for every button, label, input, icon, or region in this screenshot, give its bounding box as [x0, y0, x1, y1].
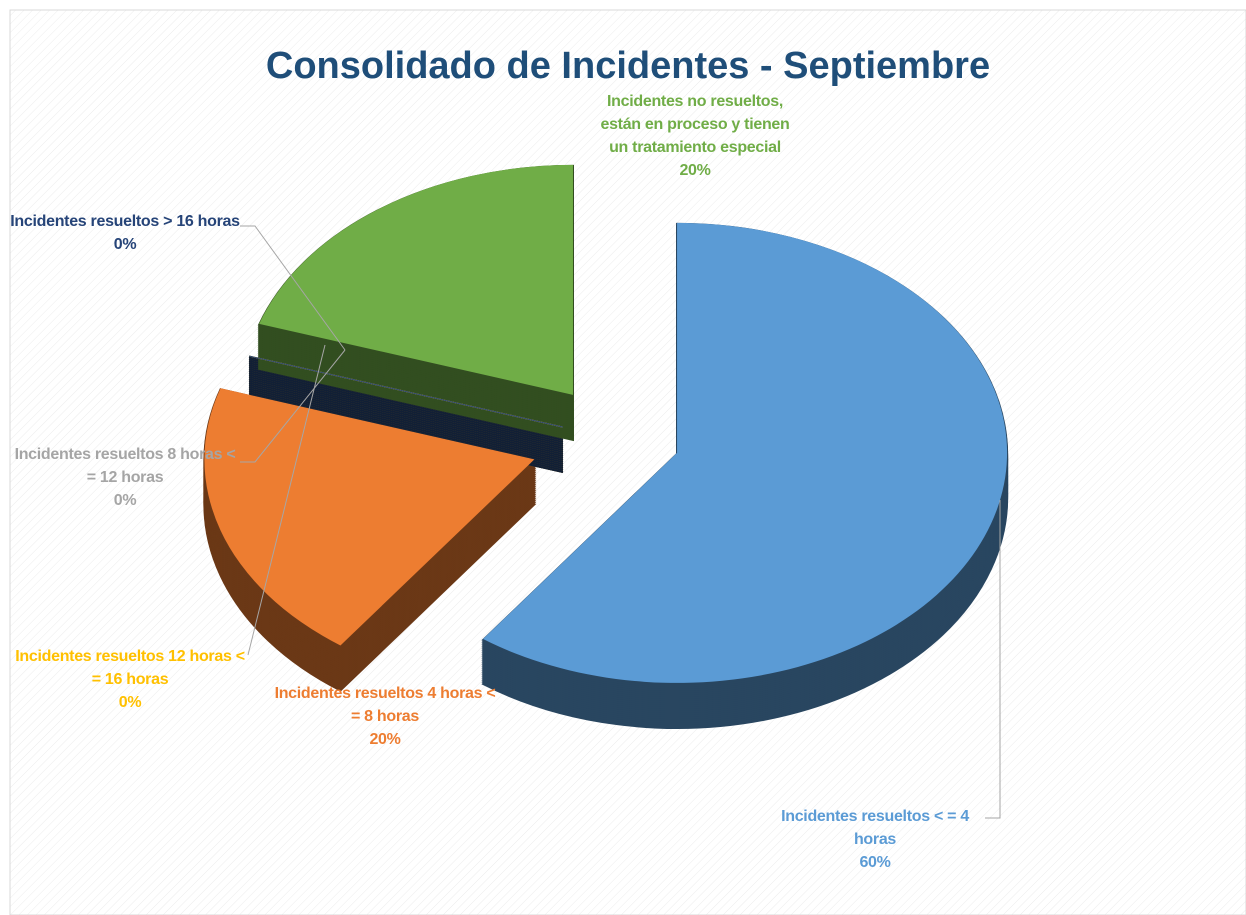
value-label: 20%: [679, 162, 711, 179]
category-label: Incidentes resueltos > 16 horas: [10, 213, 240, 230]
category-label: Incidentes resueltos 12 horas < = 16 hor…: [15, 648, 245, 688]
chart-title: Consolidado de Incidentes - Septiembre: [266, 45, 990, 87]
slice-side-layer: [248, 374, 564, 448]
data-label: Incidentes resueltos 8 horas < = 12 hora…: [10, 443, 240, 512]
value-label: 0%: [113, 236, 137, 253]
slice-side-layer: [248, 390, 564, 464]
slice-side-layer: [248, 392, 564, 466]
data-label: Incidentes resueltos < = 4 horas 60%: [760, 805, 990, 874]
slice-side-layer: [248, 376, 564, 450]
leader-line: [985, 500, 1001, 819]
slice: [204, 388, 535, 646]
value-label: 0%: [113, 492, 137, 509]
slice-side-layer: [248, 384, 564, 458]
slice-side-layer: [248, 380, 564, 454]
value-label: 60%: [859, 854, 891, 871]
slice: [248, 355, 564, 428]
data-label: Incidentes no resueltos, están en proces…: [595, 90, 795, 182]
leader-line: [240, 225, 346, 351]
slice-side-layer: [248, 378, 564, 452]
slice-side-layer: [248, 386, 564, 460]
slice-side-layer: [248, 370, 564, 444]
data-label: Incidentes resueltos 4 horas < = 8 horas…: [270, 682, 500, 751]
slice-side-layer: [248, 368, 564, 442]
data-label: Incidentes resueltos 12 horas < = 16 hor…: [15, 645, 245, 714]
category-label: Incidentes resueltos 4 horas < = 8 horas: [274, 685, 496, 725]
category-label: Incidentes resueltos 8 horas < = 12 hora…: [14, 446, 236, 486]
slice-side-layer: [248, 382, 564, 456]
data-label: Incidentes resueltos > 16 horas 0%: [10, 210, 240, 256]
slice-side-layer: [248, 388, 564, 462]
slice: [259, 164, 573, 395]
value-label: 0%: [118, 694, 142, 711]
category-label: Incidentes resueltos < = 4 horas: [781, 808, 969, 848]
leader-line: [247, 344, 326, 656]
slice-side-layer: [248, 372, 564, 446]
category-label: Incidentes no resueltos, están en proces…: [600, 93, 790, 156]
value-label: 20%: [369, 731, 401, 748]
slice: [483, 222, 1008, 683]
